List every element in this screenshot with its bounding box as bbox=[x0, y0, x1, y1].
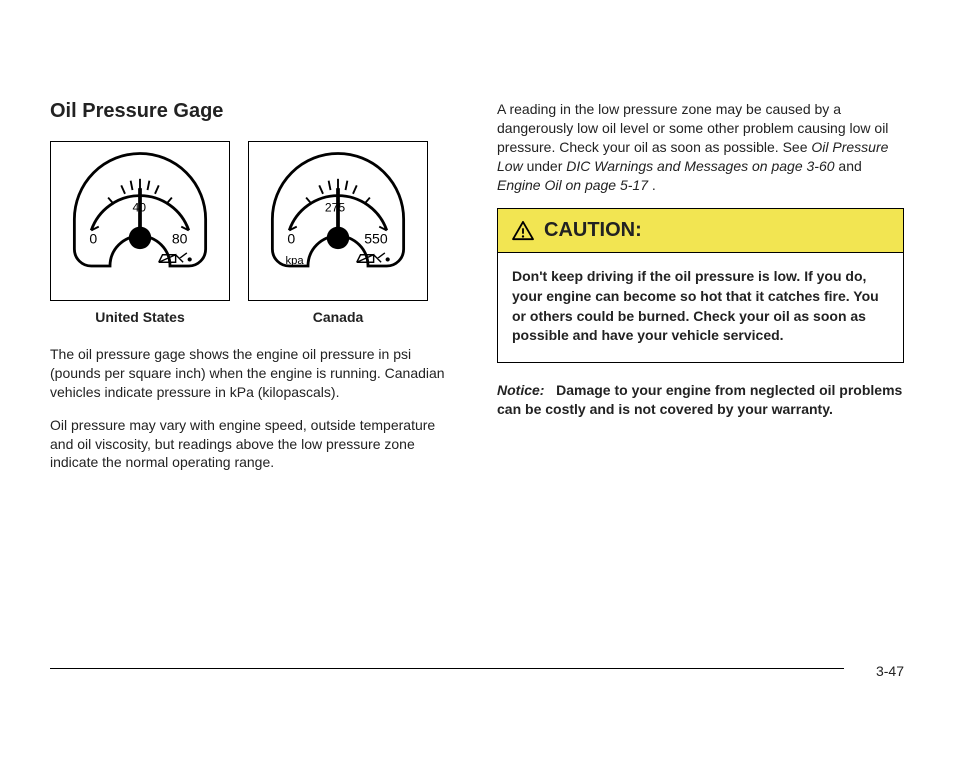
notice-body: Damage to your engine from neglected oil… bbox=[497, 382, 902, 417]
left-para-2: Oil pressure may vary with engine speed,… bbox=[50, 416, 457, 473]
gage-us-svg: 0 40 80 bbox=[55, 146, 225, 296]
section-heading: Oil Pressure Gage bbox=[50, 100, 457, 123]
right-column: A reading in the low pressure zone may b… bbox=[497, 100, 904, 486]
gage-us-caption: United States bbox=[50, 309, 230, 325]
gage-us-box: 0 40 80 bbox=[50, 141, 230, 301]
warning-triangle-icon bbox=[512, 221, 534, 241]
intro-post: . bbox=[652, 177, 656, 193]
gage-us-max: 80 bbox=[172, 231, 188, 247]
gage-us-mid: 40 bbox=[133, 201, 147, 215]
notice-lead: Notice: bbox=[497, 382, 544, 398]
caution-body: Don't keep driving if the oil pressure i… bbox=[498, 253, 903, 361]
left-column: Oil Pressure Gage bbox=[50, 100, 457, 486]
gage-ca-box: 0 275 550 kpa bbox=[248, 141, 428, 301]
caution-box: CAUTION: Don't keep driving if the oil p… bbox=[497, 208, 904, 362]
gage-ca-unit: kpa bbox=[286, 255, 305, 267]
gage-us-min: 0 bbox=[89, 231, 97, 247]
gage-row: 0 40 80 bbox=[50, 141, 457, 301]
intro-em2: DIC Warnings and Messages on page 3-60 bbox=[566, 158, 834, 174]
caution-title: CAUTION: bbox=[544, 219, 642, 242]
left-para-1: The oil pressure gage shows the engine o… bbox=[50, 345, 457, 402]
right-intro-para: A reading in the low pressure zone may b… bbox=[497, 100, 904, 194]
footer-rule bbox=[50, 668, 844, 669]
page-number: 3-47 bbox=[876, 663, 904, 679]
intro-em3: Engine Oil on page 5-17 bbox=[497, 177, 648, 193]
intro-mid1: under bbox=[527, 158, 567, 174]
gage-ca-caption: Canada bbox=[248, 309, 428, 325]
intro-mid2: and bbox=[838, 158, 861, 174]
gage-ca-min: 0 bbox=[287, 231, 295, 247]
gage-ca-max: 550 bbox=[364, 231, 388, 247]
caution-header: CAUTION: bbox=[498, 209, 903, 253]
page-content: Oil Pressure Gage bbox=[0, 0, 954, 526]
gage-ca-mid: 275 bbox=[325, 201, 346, 215]
gage-ca-svg: 0 275 550 kpa bbox=[253, 146, 423, 296]
gage-captions: United States Canada bbox=[50, 309, 457, 325]
notice-para: Notice: Damage to your engine from negle… bbox=[497, 381, 904, 419]
